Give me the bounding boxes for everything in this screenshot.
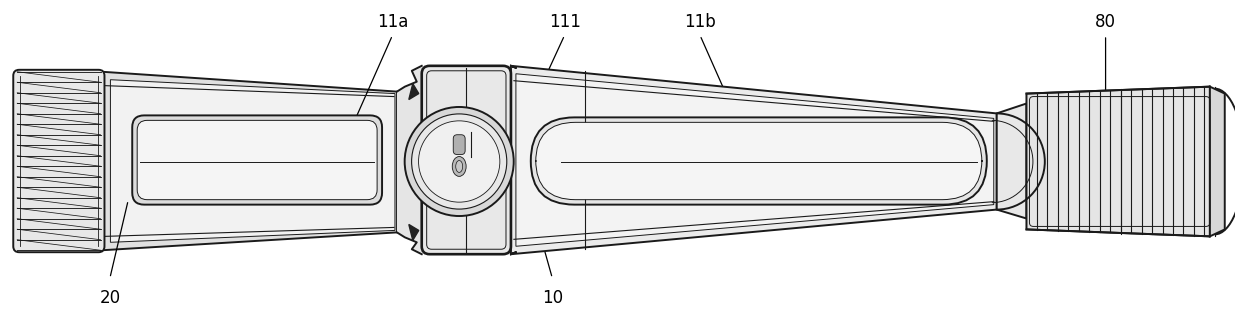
- FancyBboxPatch shape: [133, 115, 382, 205]
- Ellipse shape: [456, 161, 463, 172]
- Circle shape: [412, 114, 507, 209]
- Text: 11b: 11b: [684, 13, 715, 31]
- Polygon shape: [409, 224, 419, 240]
- Text: 10: 10: [542, 288, 563, 307]
- Polygon shape: [516, 74, 993, 246]
- Circle shape: [419, 121, 500, 202]
- FancyBboxPatch shape: [138, 120, 377, 200]
- FancyBboxPatch shape: [14, 70, 104, 252]
- Polygon shape: [1027, 87, 1210, 236]
- Ellipse shape: [453, 157, 466, 176]
- Text: 111: 111: [549, 13, 580, 31]
- Polygon shape: [997, 103, 1027, 218]
- FancyBboxPatch shape: [536, 122, 982, 200]
- Polygon shape: [397, 66, 422, 254]
- FancyBboxPatch shape: [454, 135, 465, 155]
- Polygon shape: [409, 84, 419, 99]
- Text: 11a: 11a: [377, 13, 408, 31]
- Polygon shape: [1210, 87, 1225, 236]
- Polygon shape: [110, 80, 396, 242]
- Text: 80: 80: [1095, 13, 1116, 31]
- Circle shape: [404, 107, 513, 216]
- Polygon shape: [103, 72, 397, 250]
- Polygon shape: [511, 66, 997, 254]
- Text: 20: 20: [99, 288, 120, 307]
- FancyBboxPatch shape: [422, 66, 511, 254]
- FancyBboxPatch shape: [531, 117, 987, 205]
